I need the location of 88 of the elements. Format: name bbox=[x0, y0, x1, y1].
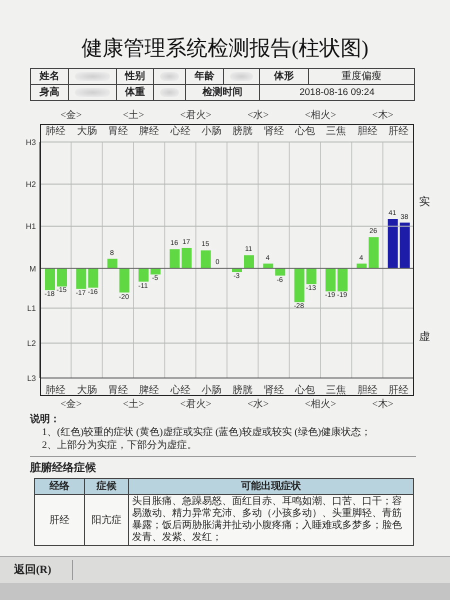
ref-line-label: M bbox=[29, 264, 36, 274]
text: 实 bbox=[419, 196, 430, 208]
text: 2、上部分为实症，下部分为虚症。 bbox=[42, 440, 197, 451]
x-tick-label: 三焦 bbox=[326, 125, 346, 137]
text: 1、(红色)较重的症状 (黄色)虚症或实症 (蓝色)较虚或较实 (绿色)健康状态； bbox=[42, 427, 372, 438]
bar bbox=[275, 268, 286, 276]
x-tick-label: 小肠 bbox=[201, 125, 222, 137]
ref-line-label: H1 bbox=[26, 222, 37, 232]
text: 检测时间 bbox=[202, 87, 242, 98]
bar bbox=[182, 248, 192, 268]
text: 脏腑经络症候 bbox=[30, 462, 96, 474]
x-tick-label: 心包 bbox=[294, 125, 315, 137]
text: 经络 bbox=[50, 481, 70, 492]
text: 年龄 bbox=[194, 71, 214, 82]
text: <木> bbox=[372, 110, 394, 121]
bar bbox=[294, 268, 304, 302]
ref-line-label: L2 bbox=[27, 338, 37, 348]
x-tick-label: 肝经 bbox=[388, 125, 408, 137]
text: 肝经 bbox=[50, 514, 70, 526]
text: 症候 bbox=[96, 481, 116, 492]
bar bbox=[45, 268, 55, 290]
category-label: 膀胱 bbox=[232, 385, 253, 396]
bar bbox=[138, 268, 148, 282]
category-label: 胆经 bbox=[357, 385, 378, 396]
x-tick-label: 肾经 bbox=[264, 125, 284, 137]
text: 重度偏瘦 bbox=[342, 71, 382, 82]
ref-line-label: L3 bbox=[27, 374, 37, 383]
bar bbox=[263, 264, 274, 268]
ref-line-label: H3 bbox=[26, 138, 37, 147]
bar bbox=[57, 268, 67, 286]
text: 身高 bbox=[40, 87, 60, 98]
text: 头目胀痛、急躁易怒、面红目赤、耳鸣如潮、口苦、口干；容易激动、精力异常充沛、多动（小孩多动）、头重脚轻、青筋暴露；饭后两胁胀满并扯动小腹疼痛；入睡难或多梦多；脸色发青、发紫、发红； bbox=[132, 496, 402, 543]
category-label: 胃经 bbox=[108, 385, 128, 396]
text: <金> bbox=[60, 399, 82, 410]
text: 阳亢症 bbox=[92, 514, 122, 526]
bar bbox=[356, 264, 367, 268]
text: <木> bbox=[372, 399, 394, 410]
bar bbox=[200, 250, 211, 268]
text: <金> bbox=[60, 110, 82, 121]
bar bbox=[306, 268, 316, 284]
x-tick-label: 大肠 bbox=[76, 125, 97, 137]
ref-line-label: L1 bbox=[27, 304, 37, 314]
x-tick-label: 心经 bbox=[169, 125, 190, 137]
text: <相火> bbox=[304, 399, 336, 410]
text: <水> bbox=[248, 110, 269, 121]
category-label: 心经 bbox=[170, 385, 190, 396]
text: <土> bbox=[122, 110, 144, 121]
category-label: 大肠 bbox=[76, 385, 97, 396]
bar bbox=[368, 237, 379, 268]
text: 体形 bbox=[274, 71, 294, 82]
bar bbox=[170, 249, 180, 268]
x-tick-label: 脾经 bbox=[139, 125, 160, 137]
text: <土> bbox=[122, 399, 144, 410]
text: 体重 bbox=[125, 87, 145, 98]
chart-title: 健康管理系统检测报告(柱状图) bbox=[82, 36, 368, 60]
x-tick-label: 膀胱 bbox=[232, 125, 253, 137]
text: 性别 bbox=[125, 71, 145, 82]
text: 虚 bbox=[419, 331, 430, 343]
bar bbox=[119, 268, 130, 293]
text: <水> bbox=[248, 399, 269, 410]
text: 2018-08-16 09:24 bbox=[299, 87, 374, 98]
bar bbox=[107, 258, 118, 268]
bar bbox=[76, 268, 86, 289]
x-tick-label: 肺经 bbox=[46, 125, 66, 137]
bar bbox=[88, 268, 98, 288]
bar bbox=[244, 255, 254, 268]
bar bbox=[326, 268, 336, 292]
x-tick-label: 胆经 bbox=[357, 125, 378, 137]
bar bbox=[400, 222, 410, 268]
category-label: 心包 bbox=[294, 385, 315, 396]
category-label: 小肠 bbox=[201, 385, 222, 396]
text: <君火> bbox=[180, 399, 212, 410]
category-label: 肾经 bbox=[264, 385, 284, 396]
text: 可能出现症状 bbox=[241, 481, 301, 492]
x-tick-label: 胃经 bbox=[108, 125, 128, 137]
ref-line-label: H2 bbox=[26, 180, 37, 189]
bar bbox=[338, 268, 348, 292]
category-label: 肝经 bbox=[388, 385, 408, 396]
bar bbox=[150, 268, 160, 274]
category-label: 肺经 bbox=[46, 385, 66, 396]
text: <相火> bbox=[304, 110, 336, 121]
category-label: 三焦 bbox=[326, 385, 346, 396]
text: 姓名 bbox=[40, 71, 60, 82]
text: 返回(R) bbox=[14, 564, 52, 576]
bar bbox=[388, 219, 398, 268]
text: 说明： bbox=[30, 414, 60, 425]
text: <君火> bbox=[180, 110, 212, 121]
category-label: 脾经 bbox=[139, 385, 160, 396]
